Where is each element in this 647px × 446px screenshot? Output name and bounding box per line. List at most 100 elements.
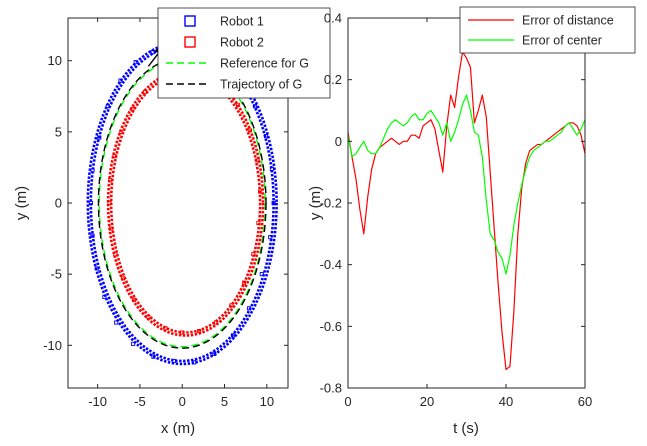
legend-swatch-robot-2 [184,36,196,48]
left-y-tick-label-0: 10 [48,53,62,68]
right-x-ticks: 0 20 40 60 [344,18,592,409]
series-robot-1-point-12 [151,354,156,359]
series-error-of-center-line [348,94,585,275]
series-robot-1-trail-1 [86,40,278,366]
right-x-tick-label-1: 20 [420,394,434,409]
series-robot-2-point-19 [256,220,261,225]
legend-label-robot-2: Robot 2 [220,36,264,50]
right-y-tick-label-2: 0 [335,134,342,149]
right-x-tick-label-2: 40 [499,394,513,409]
series-robot-2-point-16 [229,303,234,308]
series-robot-1-point-13 [171,358,176,364]
legend-label-error-of-center: Error of center [522,34,602,48]
series-robot-1-point-16 [230,333,236,338]
series-robot-1-point-10 [114,320,119,325]
legend-swatch-robot-1 [184,15,196,27]
series-error-of-distance-line [348,51,585,371]
series-robot-1-point-6 [88,200,93,206]
series-robot-1-point-14 [192,360,197,365]
series-robot-1-point-23 [252,104,258,109]
series-robot-2-point-2 [130,107,135,112]
right-x-tick-label-0: 0 [344,394,351,409]
series-robot-1-point-18 [259,272,264,277]
right-legend-box [459,6,636,54]
series-robot-2-point-4 [112,153,117,159]
left-x-tick-label-4: 10 [260,394,274,409]
series-robot-1-point-20 [271,200,276,206]
series-reference-for-g-line [98,58,266,348]
right-y-axis-label: y (m) [307,186,324,220]
series-robot-1-point-0 [150,50,155,55]
series-robot-2-point-20 [258,189,263,194]
right-axes-box [347,17,586,389]
series-robot-2-point-18 [251,252,256,257]
error-series-group [348,51,585,371]
series-reference-for-g [98,58,266,348]
left-y-tick-label-1: 5 [55,124,62,139]
series-robot-2 [106,69,265,337]
right-legend: Error of distance Error of center [459,6,636,54]
series-robot-2-point-9 [120,276,126,281]
series-robot-2-trail-1 [106,69,265,337]
series-robot-1-point-19 [268,235,273,240]
series-robot-2-point-8 [113,252,118,257]
series-robot-2-point-17 [241,280,247,285]
left-y-tick-label-2: 0 [55,196,62,211]
left-x-tick-label-0: -10 [88,394,107,409]
right-y-tick-label-0: 0.4 [324,11,342,26]
left-x-axis-label: x (m) [161,420,195,437]
series-robot-1-point-4 [97,135,102,140]
series-robot-1-point-3 [105,104,110,109]
left-x-tick-label-1: -5 [134,394,146,409]
series-robot-1-point-17 [247,306,252,311]
right-y-ticks: 0.4 0.2 0 -0.2 -0.4 -0.6 -0.8 [320,11,585,396]
series-trajectory-of-g [97,57,267,349]
series-robot-2-point-3 [119,129,124,134]
series-robot-1-point-8 [94,266,99,271]
series-robot-2-point-13 [180,330,185,335]
series-robot-2-point-10 [131,297,137,302]
series-robot-2-point-23 [236,102,241,107]
left-y-tick-label-4: -10 [43,338,62,353]
left-x-tick-label-2: 0 [179,394,186,409]
legend-label-error-of-distance: Error of distance [522,14,614,28]
series-robot-2-point-1 [142,89,148,95]
right-x-axis-label: t (s) [453,420,479,437]
right-x-tick-label-3: 60 [578,394,592,409]
left-legend: Robot 1 Robot 2 Reference for G Trajectory … [157,7,331,99]
series-robot-2-trail-0 [109,72,262,334]
series-robot-2-point-22 [247,128,252,133]
series-robot-1-point-22 [263,134,269,139]
series-robot-1-point-11 [131,341,136,346]
series-robot-2-point-21 [255,158,260,163]
series-robot-2-point-14 [197,329,202,334]
series-robot-2-point-12 [163,326,168,331]
right-y-tick-label-4: -0.4 [320,257,342,272]
left-y-ticks: 10 5 0 -5 -10 [43,53,288,353]
series-trajectory-of-g-line [97,57,267,349]
series-robot-2-point-7 [109,226,114,231]
right-y-tick-label-5: -0.6 [320,319,342,334]
right-y-tick-label-6: -0.8 [320,381,342,396]
left-y-axis-label: y (m) [13,186,30,220]
error-plot: 0 20 40 60 0.4 0.2 0 -0.2 -0.4 -0.6 -0.8 t (s) y … [307,6,636,437]
series-robot-2-point-5 [108,178,113,183]
series-robot-2-point-15 [214,320,219,325]
series-robot-1-point-15 [212,351,217,356]
series-robot-1-point-1 [133,60,138,65]
series-robot-1-point-7 [90,233,95,238]
legend-label-trajectory-of-g: Trajectory of G [220,78,302,92]
right-y-tick-label-3: -0.2 [320,196,342,211]
left-y-tick-label-3: -5 [50,267,62,282]
series-robot-1-point-21 [269,166,274,171]
series-robot-1-point-5 [90,168,95,173]
left-legend-box [157,7,331,99]
left-x-tick-label-3: 5 [221,394,228,409]
legend-label-reference-for-g: Reference for G [220,57,309,71]
series-robot-2-point-11 [146,314,151,319]
series-robot-2-point-6 [107,200,112,206]
series-robot-1-point-9 [102,294,107,299]
legend-label-robot-1: Robot 1 [220,15,264,29]
